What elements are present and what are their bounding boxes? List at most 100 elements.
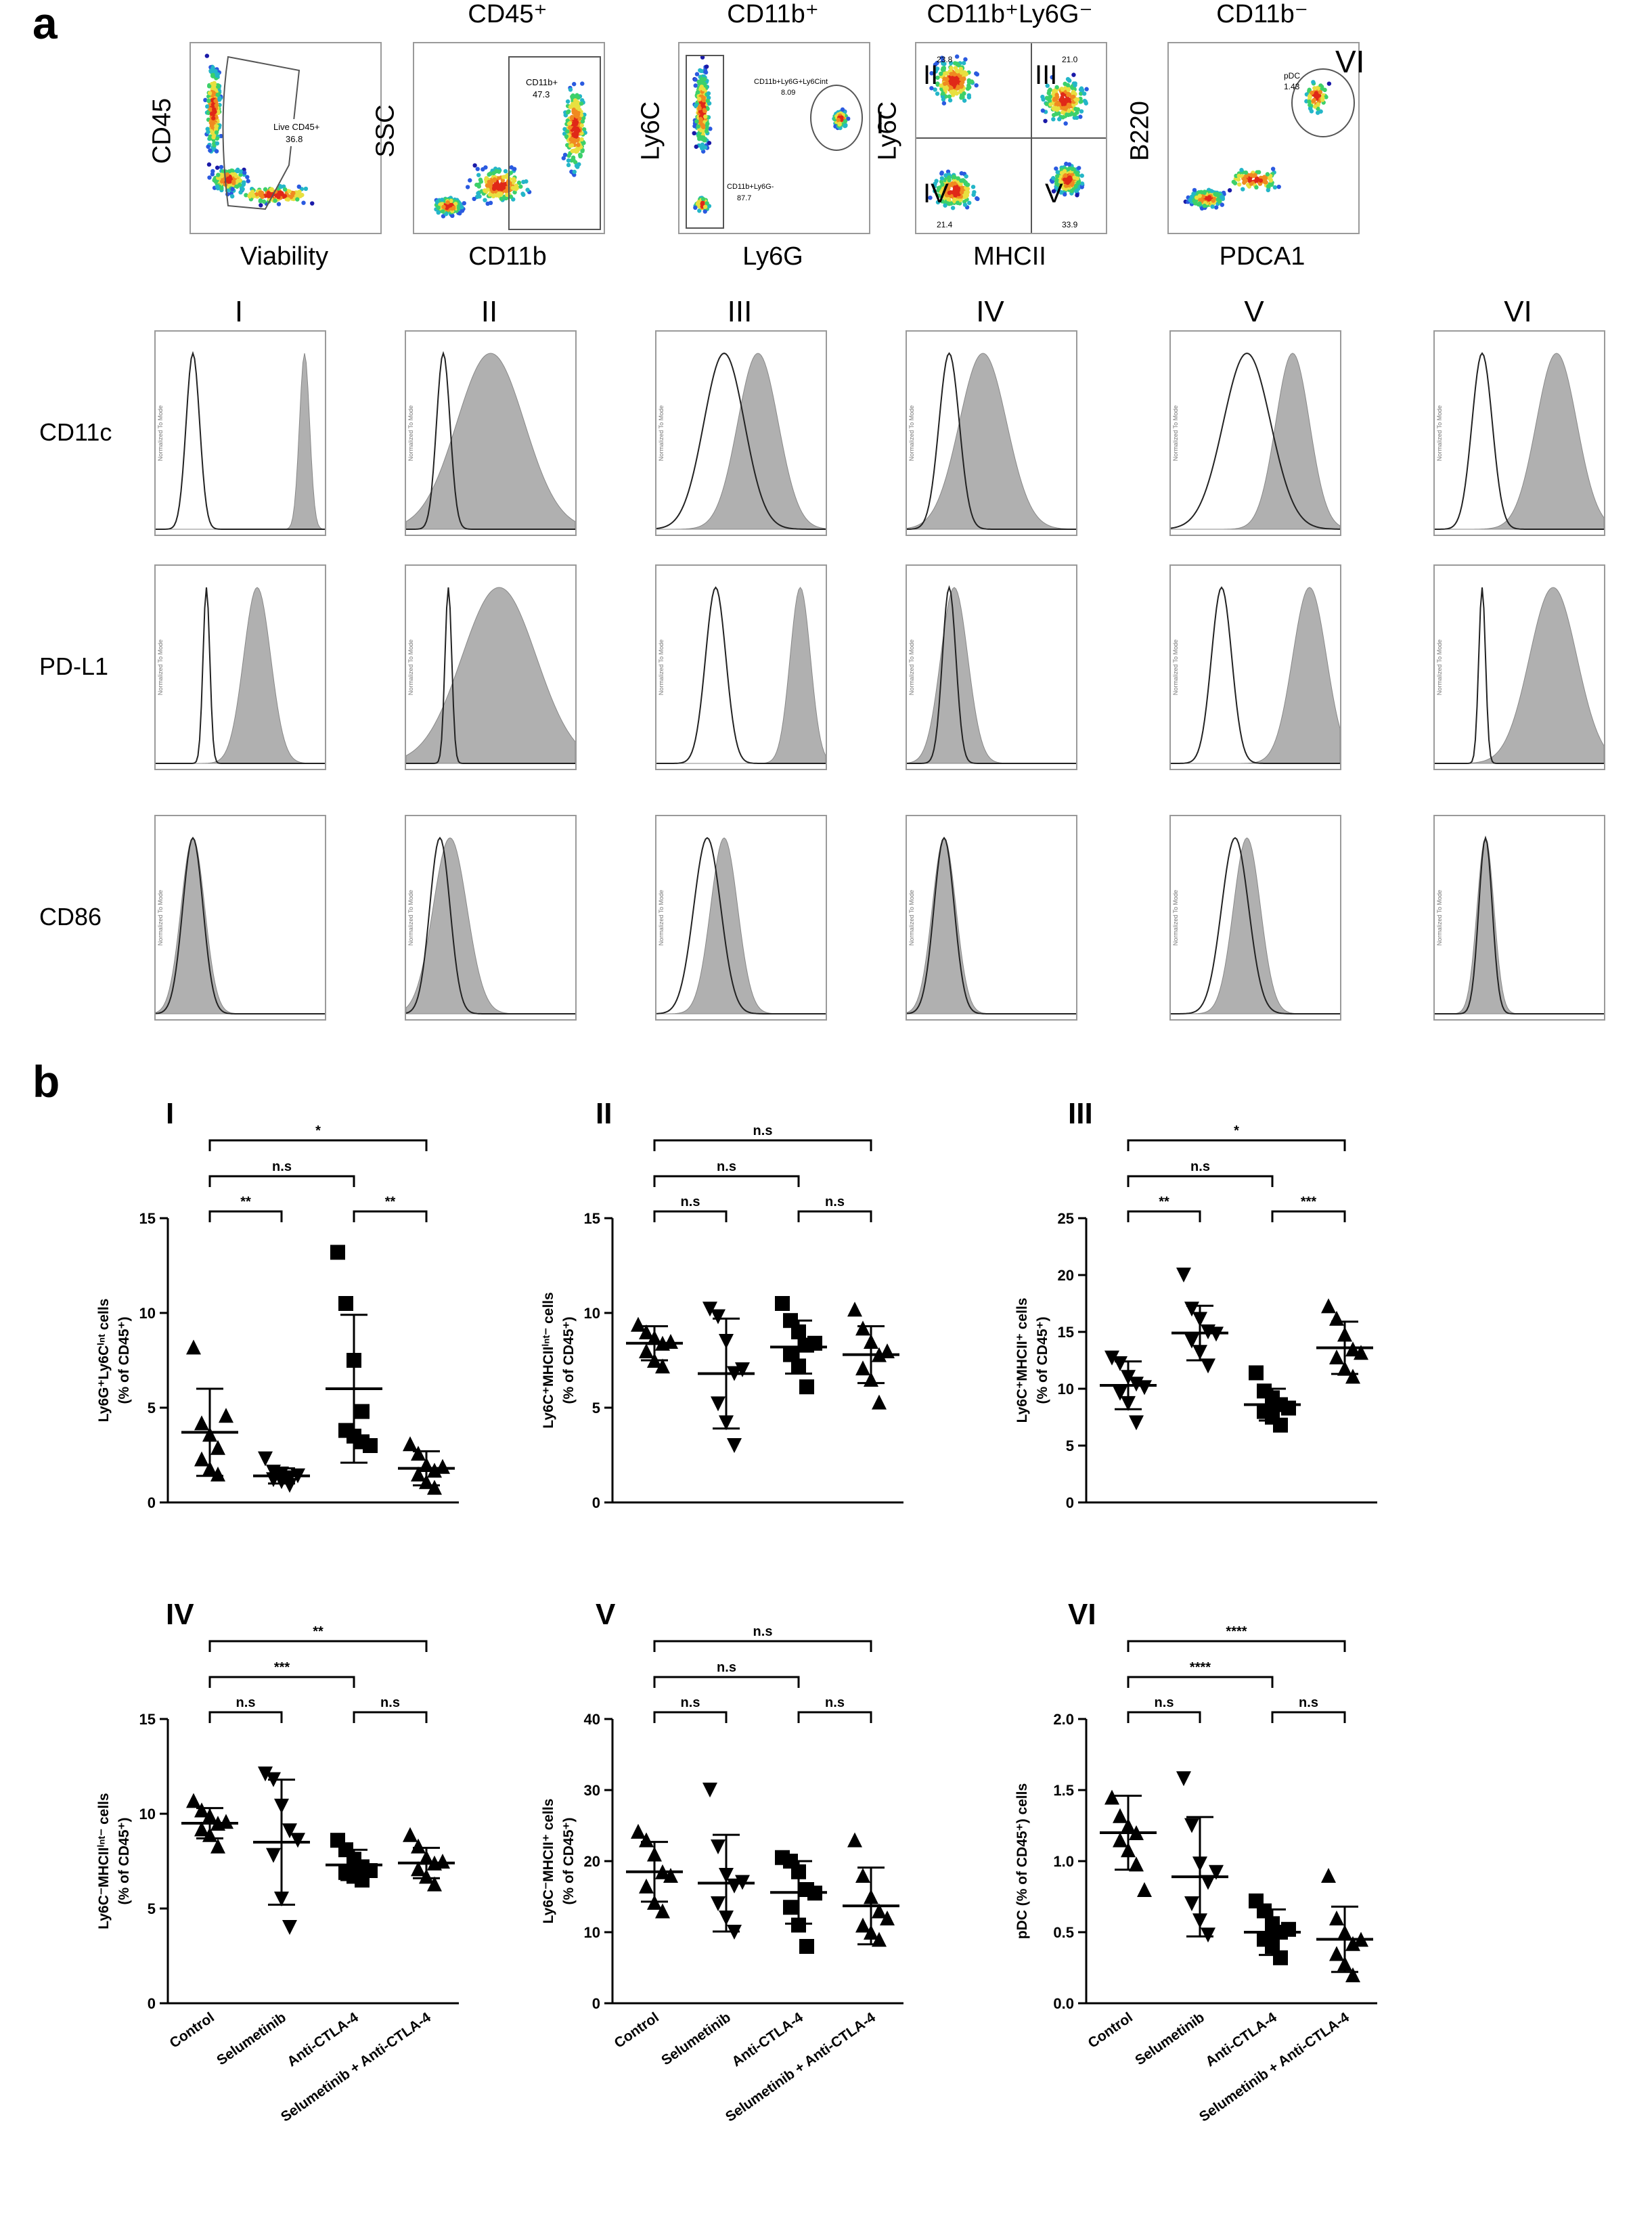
event-dot — [289, 194, 294, 200]
event-dot — [491, 171, 496, 176]
event-dot — [521, 179, 526, 185]
event-dot — [269, 187, 273, 192]
group-series — [253, 1451, 310, 1493]
event-dot — [579, 137, 584, 142]
event-dot — [1320, 86, 1324, 91]
event-dot — [213, 68, 218, 74]
data-point — [1201, 1927, 1215, 1943]
stained-histogram — [405, 837, 575, 1014]
event-dot — [1071, 89, 1076, 95]
data-point — [1273, 1950, 1288, 1965]
data-point — [338, 1296, 353, 1311]
event-dot — [512, 189, 517, 195]
significance-label: *** — [274, 1660, 290, 1675]
event-dot — [207, 175, 212, 180]
data-point — [807, 1335, 822, 1351]
flow-plot-xlabel: PDCA1 — [1219, 242, 1305, 271]
data-point — [855, 1868, 870, 1883]
event-dot — [1236, 173, 1241, 178]
event-dot — [238, 173, 243, 177]
data-point — [282, 1920, 297, 1935]
data-point — [1257, 1903, 1272, 1919]
event-dot — [1069, 95, 1074, 99]
y-tick-label: 25 — [1058, 1210, 1074, 1227]
histogram-axis-label: Normalized To Mode — [407, 890, 414, 945]
histogram-svg: Normalized To Mode — [155, 836, 325, 1014]
significance-label: n.s — [681, 1195, 700, 1209]
y-tick-label: 40 — [584, 1711, 600, 1728]
event-dot — [959, 83, 964, 88]
stained-histogram — [656, 837, 826, 1014]
event-dot — [974, 71, 979, 76]
data-point — [435, 1854, 450, 1869]
event-dot — [938, 71, 943, 76]
panel-title: IV — [166, 1598, 194, 1631]
event-dot — [700, 55, 705, 60]
event-dot — [700, 146, 705, 151]
significance-label: n.s — [753, 1123, 773, 1138]
event-dot — [693, 103, 698, 108]
data-point — [655, 1903, 670, 1919]
significance-bracket — [653, 1210, 728, 1222]
significance-label: n.s — [753, 1624, 773, 1639]
event-dot — [576, 142, 581, 148]
event-dot — [1266, 184, 1271, 189]
event-dot — [1050, 74, 1054, 80]
event-dot — [940, 94, 945, 99]
event-dot — [949, 89, 954, 95]
event-dot — [567, 120, 573, 126]
event-dot — [940, 187, 945, 193]
event-dot — [241, 182, 246, 187]
event-dot — [310, 201, 315, 206]
event-dot — [215, 184, 220, 189]
data-point — [847, 1832, 862, 1848]
event-dot — [460, 204, 464, 210]
event-dot — [206, 162, 212, 167]
histogram-plot: Normalized To Mode — [1433, 564, 1605, 770]
significance-bracket — [797, 1711, 872, 1723]
event-dot — [698, 128, 704, 133]
event-dot — [451, 206, 456, 210]
significance-bracket — [653, 1139, 872, 1151]
event-dot — [843, 119, 848, 124]
event-dot — [1072, 175, 1077, 180]
event-dot — [958, 66, 964, 71]
significance-label: n.s — [236, 1695, 256, 1710]
event-dot — [1079, 173, 1084, 178]
event-dot — [1081, 91, 1087, 96]
event-dot — [1247, 178, 1253, 183]
histogram-plot: Normalized To Mode — [906, 564, 1077, 770]
event-dot — [1075, 172, 1080, 177]
event-dot — [947, 201, 952, 206]
event-dot — [1045, 83, 1050, 88]
event-dot — [966, 85, 971, 90]
gate-rect — [686, 55, 724, 229]
panel-title: I — [166, 1097, 174, 1130]
histogram-axis-label: Normalized To Mode — [908, 405, 915, 461]
data-point — [1184, 1333, 1199, 1349]
y-tick-label: 0 — [148, 1494, 156, 1511]
event-dot — [208, 136, 213, 141]
data-point — [847, 1301, 862, 1317]
event-dot — [949, 183, 954, 187]
histogram-axis-label: Normalized To Mode — [1172, 405, 1179, 461]
data-point — [290, 1833, 305, 1848]
event-dot — [518, 184, 523, 189]
event-dot — [500, 178, 506, 183]
event-dot — [1040, 108, 1046, 113]
data-point — [258, 1766, 273, 1782]
event-dot — [1207, 195, 1212, 200]
event-dot — [1215, 197, 1220, 202]
event-dot — [214, 130, 219, 135]
data-point — [330, 1245, 345, 1260]
event-dot — [1232, 181, 1238, 185]
event-dot — [945, 76, 950, 82]
event-dot — [250, 189, 255, 194]
data-point — [403, 1827, 418, 1842]
event-dot — [1079, 181, 1085, 186]
data-point — [1281, 1400, 1296, 1416]
histogram-svg: Normalized To Mode — [1170, 586, 1341, 764]
event-dot — [214, 149, 219, 154]
x-tick-label: Selumetinib — [658, 2009, 734, 2068]
